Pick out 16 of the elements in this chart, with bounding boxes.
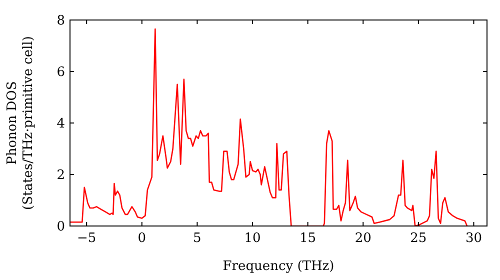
- y-tick-label: 0: [56, 220, 65, 234]
- x-tick-label: 30: [465, 231, 482, 246]
- x-tick-label: 5: [193, 231, 202, 246]
- x-axis-title: Frequency (THz): [222, 259, 334, 274]
- y-tick-label: 4: [56, 116, 65, 132]
- y-tick-label: 2: [56, 168, 65, 183]
- x-tick-label: 15: [300, 231, 316, 246]
- y-tick-label: 6: [56, 65, 65, 80]
- y-axis-title: Phonon DOS (States/THz·primitive cell): [5, 36, 36, 210]
- x-tick-label: 20: [354, 231, 372, 246]
- y-tick-label: 8: [56, 14, 65, 28]
- x-tick-label: 10: [244, 231, 261, 246]
- x-tick-label: 0: [138, 231, 146, 246]
- x-tick-label: −5: [77, 231, 96, 246]
- x-tick-label: 25: [410, 231, 427, 246]
- line-series: [70, 28, 468, 226]
